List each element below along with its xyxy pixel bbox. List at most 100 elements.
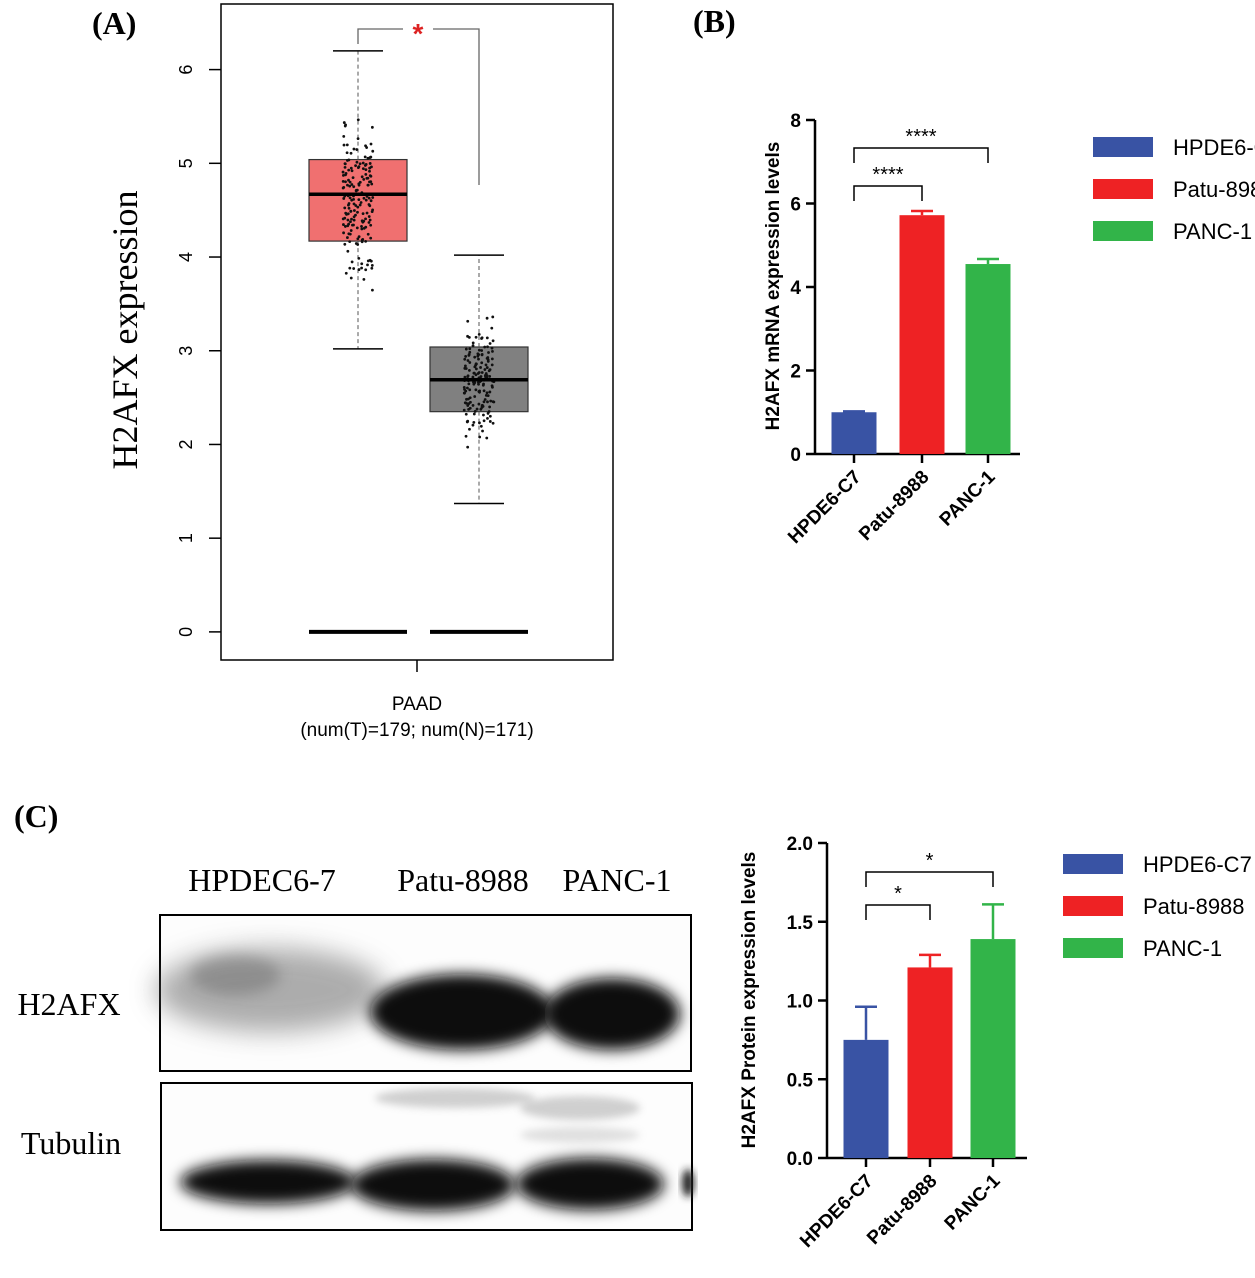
- boxplot-point: [487, 351, 490, 354]
- boxplot-point: [356, 118, 360, 122]
- boxplot-point: [462, 408, 466, 412]
- boxplot-point: [488, 405, 492, 409]
- boxplot-point: [482, 389, 486, 393]
- blot-h2afx-band-1-core: [190, 955, 280, 995]
- boxplot-point: [348, 196, 352, 200]
- boxplot-point: [491, 315, 495, 319]
- boxplot-point: [352, 218, 356, 222]
- boxplot-point: [491, 349, 494, 353]
- boxplot-point: [355, 148, 359, 151]
- blot-tubulin-band-1: [180, 1160, 356, 1204]
- boxplot-point: [490, 346, 494, 350]
- boxplot-point: [463, 375, 467, 379]
- blot-h2afx-band-1: [155, 948, 385, 1032]
- boxplot-point: [468, 427, 471, 431]
- blot-lane-label-3: PANC-1: [562, 862, 671, 898]
- boxplot-point: [356, 205, 360, 209]
- boxplot-point: [466, 445, 470, 449]
- boxplot-point: [350, 183, 354, 186]
- bar-significance-label: ****: [905, 126, 936, 148]
- boxplot-point: [485, 366, 489, 369]
- boxplot-y-tick-label: 2: [176, 439, 196, 449]
- boxplot-point: [486, 359, 490, 363]
- boxplot-point: [370, 125, 374, 129]
- boxplot-point: [346, 183, 349, 187]
- boxplot-point: [465, 386, 469, 390]
- boxplot-point: [474, 367, 478, 371]
- boxplot-point: [464, 367, 468, 370]
- boxplot-point: [480, 403, 484, 407]
- boxplot-point: [361, 167, 365, 171]
- boxplot-point: [477, 332, 481, 336]
- boxplot-point: [356, 243, 360, 246]
- boxplot-point: [464, 364, 467, 368]
- boxplot-point: [490, 363, 494, 367]
- boxplot-point: [369, 142, 373, 146]
- boxplot-point: [365, 211, 369, 215]
- boxplot-point: [488, 390, 492, 394]
- boxplot-point: [490, 326, 494, 330]
- boxplot-point: [474, 373, 478, 377]
- boxplot-point: [368, 204, 372, 208]
- boxplot-point: [359, 201, 363, 204]
- boxplot-y-tick-label: 5: [176, 158, 196, 168]
- boxplot-point: [367, 221, 371, 224]
- boxplot-point: [477, 357, 480, 361]
- boxplot-point: [357, 257, 361, 260]
- boxplot-point: [467, 335, 471, 339]
- boxplot-point: [345, 143, 349, 147]
- boxplot-point: [471, 375, 475, 379]
- blot-tubulin-band-3: [516, 1158, 664, 1210]
- boxplot-point: [476, 352, 480, 356]
- boxplot-point: [370, 266, 374, 270]
- boxplot-point: [355, 160, 359, 164]
- boxplot-point: [342, 223, 345, 226]
- blot-row-label-h2afx: H2AFX: [17, 986, 120, 1022]
- boxplot-point: [464, 355, 468, 358]
- bar-x-tick-label: Patu-8988: [855, 467, 933, 545]
- legend-swatch: [1093, 179, 1153, 199]
- boxplot-point: [371, 288, 374, 292]
- boxplot-point: [369, 180, 373, 184]
- boxplot-point: [352, 185, 356, 189]
- boxplot-point: [364, 198, 368, 202]
- boxplot-point: [370, 165, 373, 169]
- boxplot-point: [366, 183, 370, 187]
- boxplot-point: [472, 412, 476, 416]
- bar-y-tick-label: 0.5: [787, 1070, 814, 1091]
- boxplot-point: [465, 420, 469, 424]
- boxplot-point: [357, 198, 361, 202]
- boxplot-point: [369, 223, 373, 227]
- blot-lane-label-1: HPDEC6-7: [188, 862, 336, 898]
- boxplot-point: [355, 188, 359, 192]
- bar-y-tick-label: 0: [790, 445, 801, 466]
- boxplot-point: [472, 371, 476, 375]
- blot-lane-label-2: Patu-8988: [397, 862, 529, 898]
- blot-h2afx: [155, 914, 692, 1072]
- boxplot-point: [343, 242, 347, 246]
- boxplot-point: [488, 414, 492, 418]
- legend-label: HPDE6-C7: [1143, 852, 1252, 877]
- bar-significance-label: *: [926, 850, 934, 872]
- bar-y-tick-label: 4: [790, 278, 801, 299]
- bar-significance-label: ****: [872, 164, 903, 186]
- boxplot-y-tick-label: 1: [176, 533, 196, 543]
- boxplot-point: [362, 177, 366, 181]
- boxplot-point: [467, 353, 471, 356]
- boxplot-point: [342, 134, 346, 138]
- boxplot-point: [344, 123, 347, 127]
- legend-swatch: [1063, 896, 1123, 916]
- boxplot-y-tick-label: 4: [176, 252, 196, 262]
- boxplot-point: [464, 434, 468, 438]
- boxplot-point: [367, 215, 371, 218]
- bar-y-tick-label: 2: [790, 362, 801, 383]
- boxplot-point: [342, 143, 346, 147]
- boxplot-point: [349, 209, 353, 213]
- boxplot-point: [346, 249, 350, 253]
- legend-label: PANC-1: [1143, 936, 1222, 961]
- boxplot-point: [357, 183, 361, 187]
- boxplot-point: [341, 180, 345, 183]
- legend-swatch: [1063, 854, 1123, 874]
- boxplot-point: [368, 174, 372, 178]
- boxplot-point: [480, 336, 484, 340]
